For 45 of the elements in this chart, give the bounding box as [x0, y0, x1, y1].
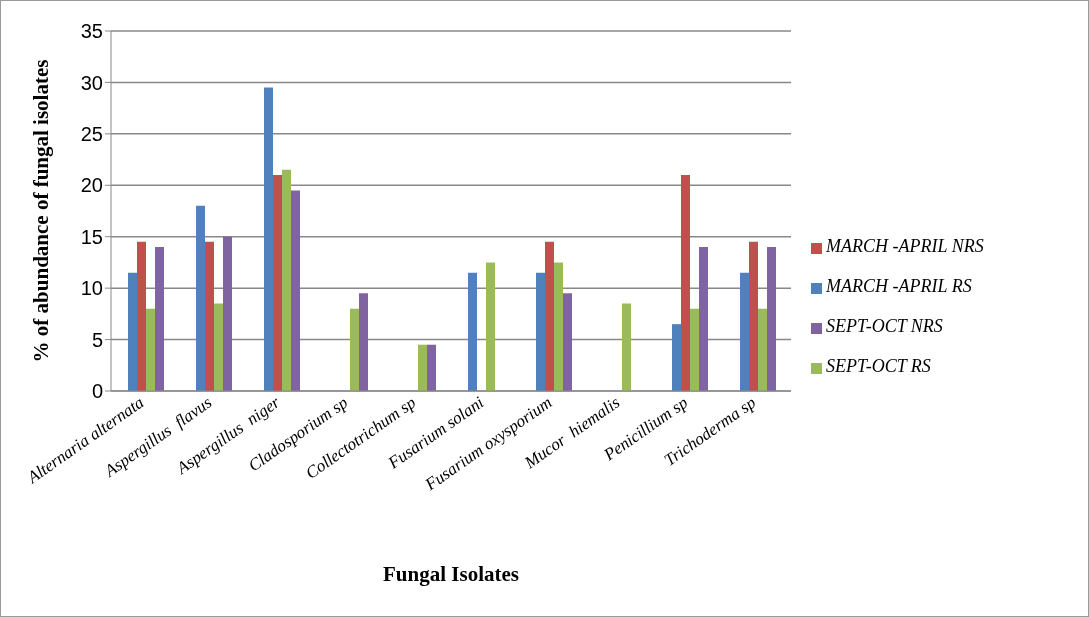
y-tick-label: 5: [91, 328, 103, 351]
bar: [740, 272, 749, 391]
bar: [536, 272, 545, 391]
bar: [699, 247, 708, 391]
bar: [146, 308, 155, 391]
bar: [545, 241, 554, 391]
bar: [223, 236, 232, 391]
bar: [137, 241, 146, 391]
y-tick-label: 0: [91, 380, 103, 403]
bar: [359, 293, 368, 391]
bar: [554, 262, 563, 391]
bar: [622, 303, 631, 391]
y-tick-label: 20: [80, 174, 103, 197]
legend-label: SEPT-OCT NRS: [826, 316, 943, 336]
y-tick-label: 25: [80, 122, 103, 145]
bar: [427, 344, 436, 391]
bar: [486, 262, 495, 391]
bar: [128, 272, 137, 391]
bar: [264, 87, 273, 391]
bar: [563, 293, 572, 391]
bar: [767, 247, 776, 391]
bar: [273, 175, 282, 391]
bar: [291, 190, 300, 391]
bar: [350, 308, 359, 391]
bar: [418, 344, 427, 391]
bar: [681, 175, 690, 391]
bar: [749, 241, 758, 391]
y-tick-label: 30: [80, 71, 103, 94]
bar: [672, 324, 681, 391]
y-tick-label: 10: [80, 277, 103, 300]
legend-label: MARCH -APRIL RS: [826, 276, 972, 296]
y-tick-label: 35: [80, 20, 103, 43]
bar: [205, 241, 214, 391]
bar: [690, 308, 699, 391]
y-tick-label: 15: [80, 225, 103, 248]
x-axis-title: Fungal Isolates: [383, 562, 519, 586]
y-axis-title: % of abundance of fungal isolates: [29, 59, 54, 363]
bar: [468, 272, 477, 391]
bar: [282, 169, 291, 391]
bar: [155, 247, 164, 391]
bar: [196, 205, 205, 391]
bar: [214, 303, 223, 391]
legend-label: MARCH -APRIL NRS: [826, 236, 984, 256]
legend-label: SEPT-OCT RS: [826, 356, 931, 376]
bar: [758, 308, 767, 391]
